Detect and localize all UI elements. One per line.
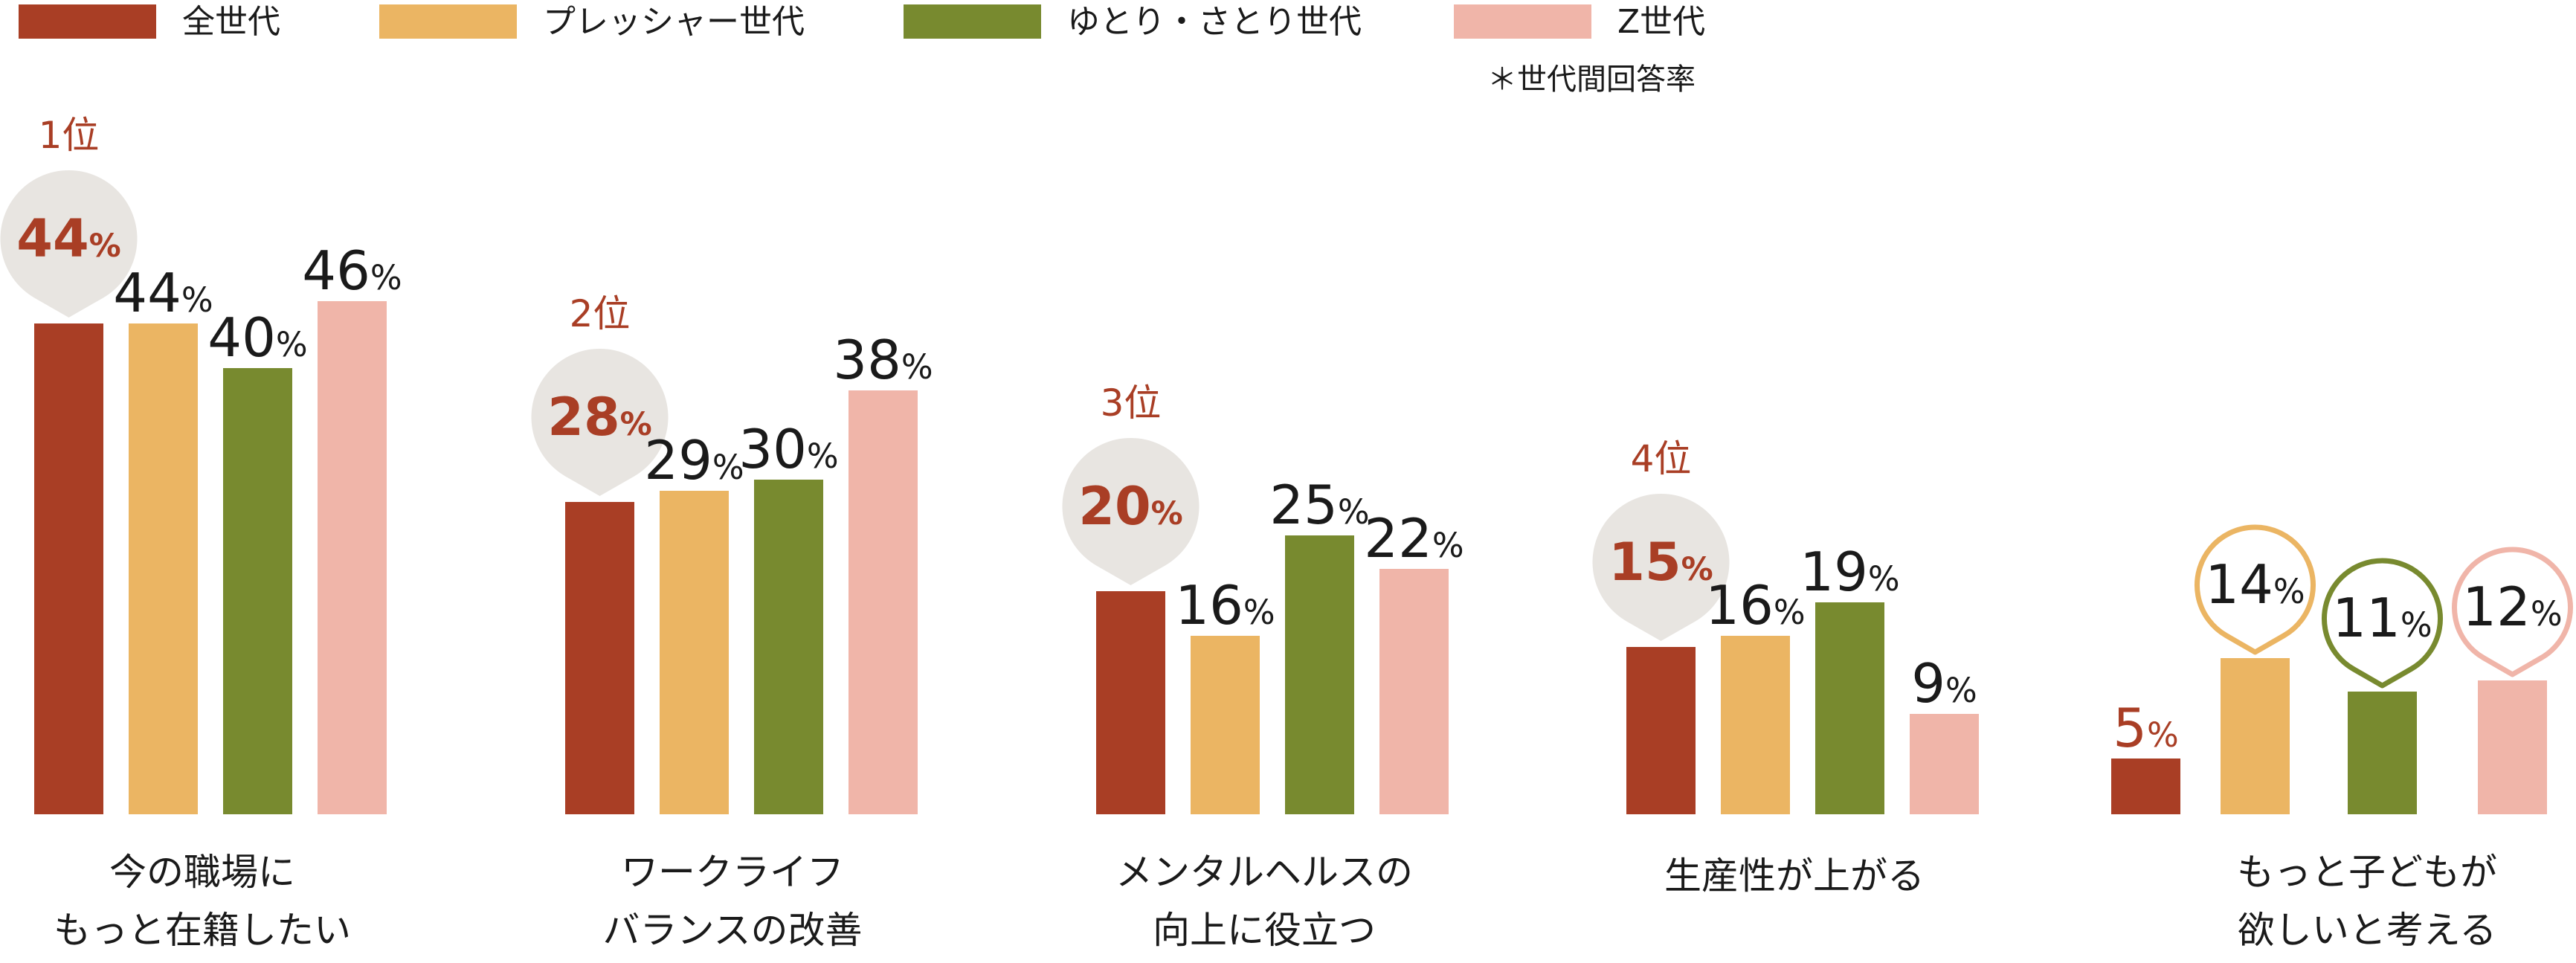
data-label: 22% (1364, 507, 1464, 570)
bar-group: 5% 14% 11% 12% (2111, 524, 2573, 814)
data-label: 29% (644, 429, 744, 492)
bar (1191, 636, 1260, 814)
legend-item: 全世代 (19, 3, 280, 41)
data-label: 16% (1705, 574, 1805, 637)
outline-bubble (2322, 558, 2443, 689)
bar (2111, 759, 2180, 814)
legend-swatch (379, 4, 517, 39)
data-label: 40% (207, 306, 307, 369)
data-label: 28% (547, 387, 652, 448)
legend-label: プレッシャー世代 (543, 3, 805, 41)
category-label: 生産性が上がる (1664, 854, 1925, 898)
legend-item: ゆとり・さとり世代 (904, 3, 1362, 41)
outline-bubble (2195, 524, 2316, 655)
bar (1721, 636, 1790, 814)
data-label: 11% (2332, 587, 2432, 649)
legend: 全世代 プレッシャー世代 ゆとり・さとり世代 Z世代 (19, 3, 1705, 41)
bar (660, 491, 729, 814)
bar-group: 15% 4位 16%19%9% (1592, 437, 1979, 814)
bar (2478, 680, 2547, 814)
data-label: 20% (1078, 476, 1183, 537)
data-label: 16% (1175, 574, 1275, 637)
data-label: 19% (1800, 541, 1899, 603)
legend-swatch (904, 4, 1041, 39)
category-label: 向上に役立つ (1153, 909, 1376, 952)
bar (223, 368, 292, 814)
category-label: バランスの改善 (603, 909, 863, 952)
data-label: 25% (1269, 474, 1369, 536)
data-label: 30% (738, 418, 838, 480)
rank-label: 2位 (570, 292, 631, 335)
bar (34, 323, 103, 814)
bar (1096, 591, 1165, 814)
category-label: もっと在籍したい (54, 909, 351, 952)
bar (129, 323, 198, 814)
legend-item: プレッシャー世代 (379, 3, 805, 41)
bars-layer: 44%1位44%40%46%28%2位29%30%38%20%3位16%25%2… (0, 114, 2573, 814)
bar (565, 502, 634, 814)
category-label: 今の職場に (109, 851, 295, 894)
outline-bubble (2452, 547, 2573, 677)
bar (2348, 692, 2417, 814)
data-label: 44% (113, 262, 213, 324)
data-label: 9% (1911, 652, 1977, 715)
highlight-bubble (1592, 494, 1730, 641)
highlight-bubble (0, 170, 138, 318)
bar (318, 301, 387, 814)
legend-label: 全世代 (182, 3, 280, 41)
note-text: ＊世代間回答率 (1487, 62, 1696, 97)
data-label: 38% (833, 329, 933, 391)
rank-label: 1位 (39, 114, 100, 157)
rank-label: 3位 (1101, 381, 1162, 425)
legend-label: Z世代 (1617, 3, 1705, 41)
bar (1379, 569, 1449, 814)
data-label: 5% (2113, 697, 2179, 759)
rank-label: 4位 (1631, 437, 1692, 480)
legend-swatch (1454, 4, 1591, 39)
category-label: 欲しいと考える (2238, 909, 2497, 952)
bar (2221, 658, 2290, 814)
data-label: 12% (2462, 576, 2562, 638)
data-label: 14% (2205, 553, 2305, 616)
bar (1815, 602, 1884, 814)
legend-item: Z世代 (1454, 3, 1705, 41)
bar (1626, 647, 1696, 814)
category-label: メンタルヘルスの (1115, 851, 1413, 894)
legend-swatch (19, 4, 156, 39)
data-label: 46% (302, 239, 402, 302)
category-label: もっと子どもが (2237, 851, 2497, 894)
legend-label: ゆとり・さとり世代 (1067, 3, 1362, 41)
data-label: 44% (16, 208, 121, 269)
bar (1285, 535, 1354, 814)
highlight-bubble (531, 349, 669, 496)
data-label: 15% (1609, 532, 1713, 593)
bar (754, 480, 823, 814)
bar-group: 28% 2位 29%30% 38% (531, 292, 933, 814)
bar (1910, 714, 1979, 814)
highlight-bubble (1062, 438, 1200, 585)
bar-group: 20% 3位 16% 25%22% (1062, 381, 1464, 814)
category-label: ワークライフ (621, 851, 844, 894)
bar (849, 390, 918, 814)
